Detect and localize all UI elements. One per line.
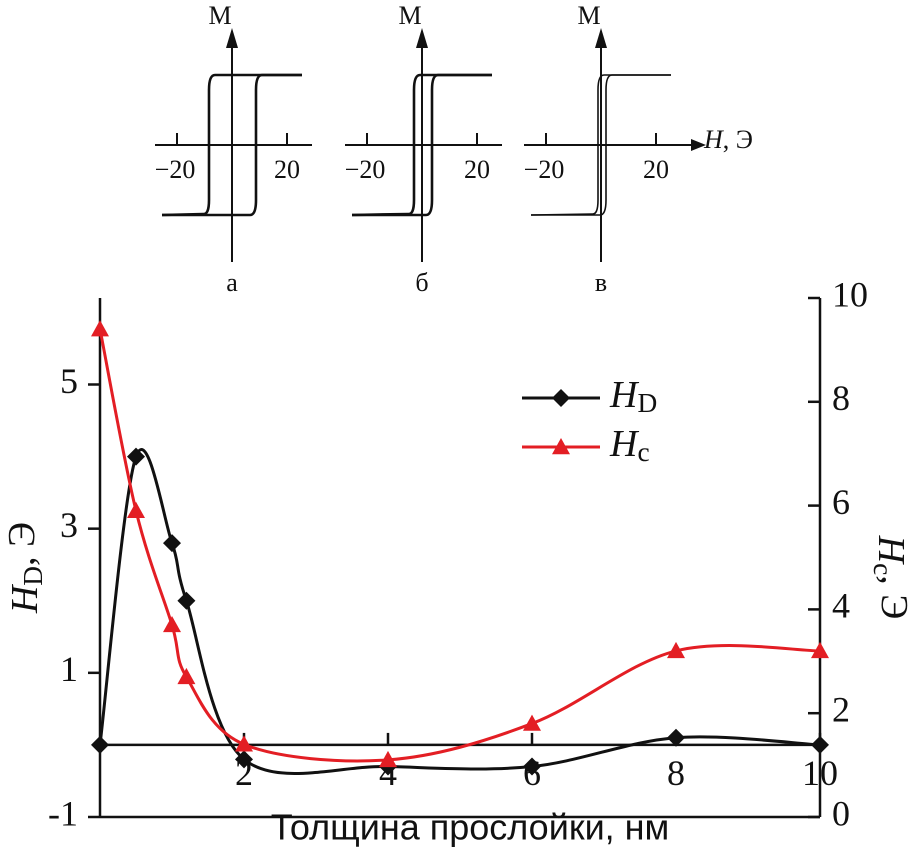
series-line [98,328,821,763]
data-point [127,447,145,466]
data-point [91,735,109,754]
inset-tick-label: 20 [274,155,300,184]
data-point [811,641,829,659]
x-tick-label: 8 [667,753,685,793]
data-point [523,757,541,776]
inset-arrow [226,28,238,48]
inset-label: б [415,268,428,297]
y2-tick-label: 4 [832,586,850,626]
data-point [127,501,145,518]
y-tick-label: 1 [60,649,78,689]
y2-tick-label: 6 [832,482,850,522]
series-line [98,448,821,775]
inset-arrow [691,139,706,151]
inset-loop [530,74,671,216]
data-point [235,750,253,769]
data-point [667,728,685,747]
inset-arrow [595,28,607,48]
inset-tick-label: −20 [524,155,565,184]
y-tick-label: -1 [48,793,78,833]
data-point [163,615,181,633]
x-tick-label: 10 [802,753,838,793]
legend-marker [552,438,570,455]
y2-tick-label: 0 [832,793,850,833]
inset-loop [352,73,492,217]
inset-label: а [226,268,238,297]
inset-tick-label: 20 [643,155,669,184]
data-point [379,750,397,768]
data-point [235,735,253,752]
data-point [177,591,196,610]
y2-tick-label: 8 [832,378,850,418]
data-point [811,735,829,754]
y2-tick-label: 2 [832,689,850,729]
y-tick-label: 3 [60,505,78,545]
inset-loop [162,73,302,217]
legend-label: HD [609,374,657,419]
inset-m-label: M [577,1,600,30]
inset-m-label: M [398,1,421,30]
data-point [523,714,541,731]
data-point [667,641,685,659]
inset-loop [531,74,671,216]
y2-tick-label: 10 [832,274,868,314]
legend-label: Hc [609,423,650,468]
inset-tick-label: 20 [464,155,490,184]
y-tick-label: 5 [60,361,78,401]
y2-axis-label: Hc, Э [868,535,916,620]
inset-h-label: H, Э [703,125,753,154]
legend-marker [552,389,570,407]
inset-arrow [416,28,428,48]
inset-loop [161,73,302,217]
data-point [163,534,181,553]
inset-loop [351,73,492,217]
inset-m-label: M [208,1,231,30]
data-point [91,320,109,337]
x-axis-label: Толщина прослойки, нм [271,807,670,848]
inset-tick-label: −20 [155,155,196,184]
data-point [177,667,196,685]
inset-label: в [595,268,607,297]
y-axis-label: HD, Э [1,522,49,614]
inset-tick-label: −20 [345,155,386,184]
